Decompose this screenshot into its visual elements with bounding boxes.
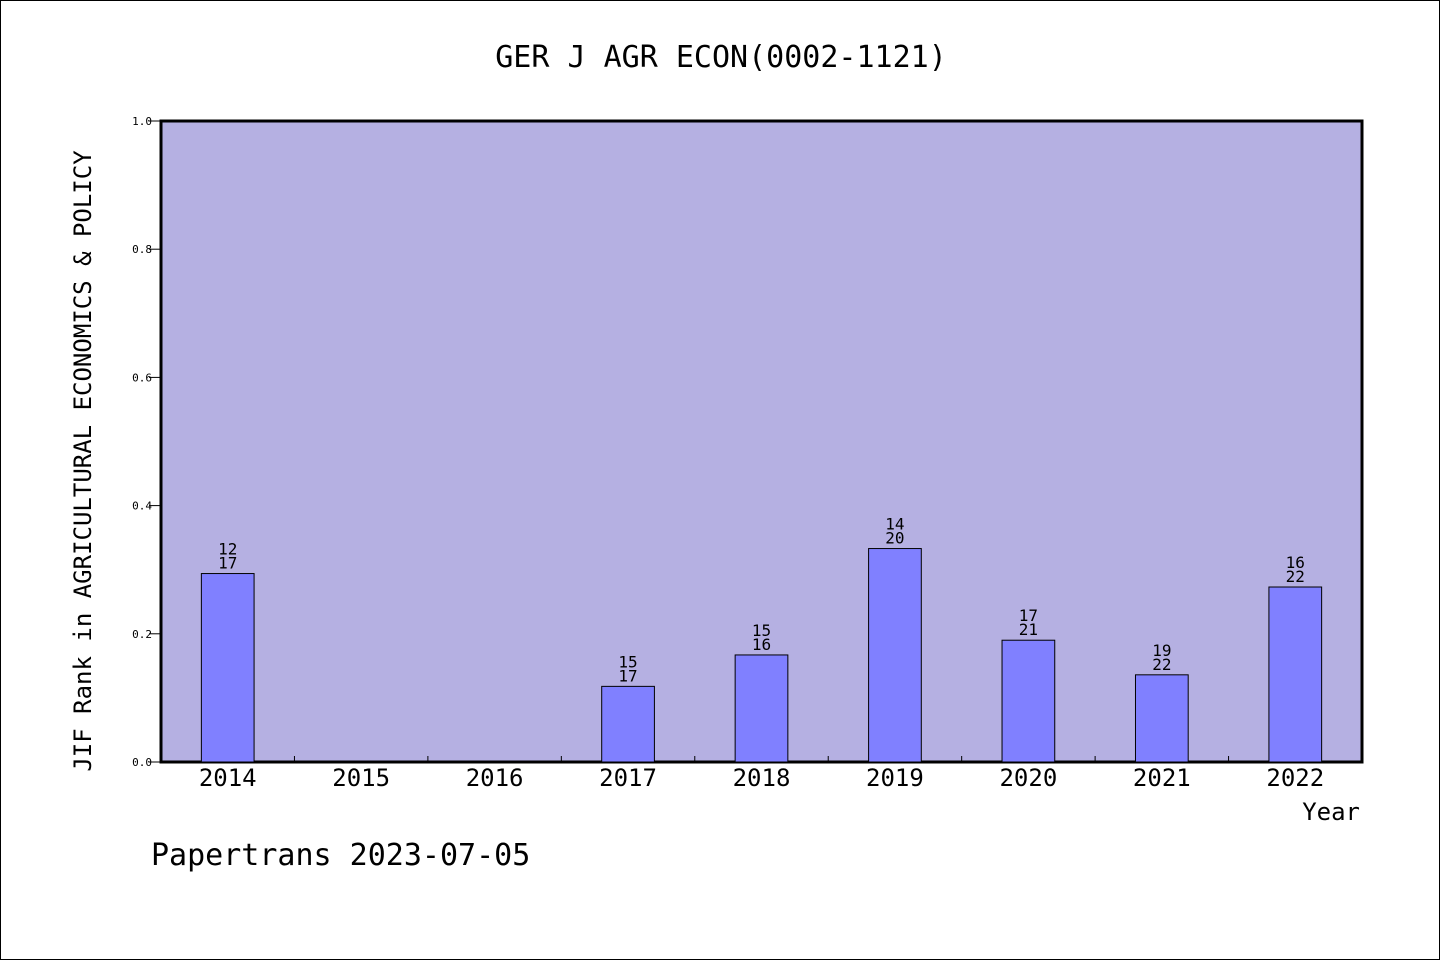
bar-rank-label: 14 <box>885 515 904 534</box>
x-axis-ticks: 2014 2015 2016 2017 2018 2019 2020 2021 2022 <box>199 756 1324 792</box>
bar-total-label: 16 <box>752 635 771 654</box>
bar-total-label: 21 <box>1019 620 1038 639</box>
bar-2020 <box>1001 639 1056 763</box>
bar-rank-label: 15 <box>752 621 771 640</box>
bar-rank-label: 19 <box>1152 641 1171 660</box>
x-tick-label: 2014 <box>199 764 257 792</box>
bar-2018 <box>734 654 789 763</box>
bar-rank-label: 15 <box>618 652 637 671</box>
x-tick-label: 2017 <box>599 764 657 792</box>
x-axis-label: Year <box>1302 798 1360 826</box>
y-tick-label: 0.8 <box>132 243 152 256</box>
x-tick-label: 2021 <box>1133 764 1191 792</box>
y-tick-label: 0.4 <box>132 500 152 513</box>
bar-rank-label: 17 <box>1019 606 1038 625</box>
x-tick-label: 2015 <box>332 764 390 792</box>
bar-total-label: 17 <box>218 554 237 573</box>
bar-total-label: 22 <box>1286 567 1305 586</box>
bar-total-label: 17 <box>618 666 637 685</box>
y-tick-label: 0.0 <box>132 756 152 769</box>
bar-rank-label: 12 <box>218 540 237 559</box>
bar-2014 <box>200 573 255 763</box>
footer-text: Papertrans 2023-07-05 <box>151 838 530 873</box>
bar-2021 <box>1134 674 1189 763</box>
y-tick-label: 0.6 <box>132 371 152 384</box>
bar-total-label: 22 <box>1152 655 1171 674</box>
x-tick-label: 2018 <box>733 764 791 792</box>
bar-2022 <box>1268 586 1323 763</box>
x-tick-label: 2022 <box>1266 764 1324 792</box>
y-axis-ticks: 0.0 0.2 0.4 0.6 0.8 1.0 <box>132 115 161 769</box>
y-tick-label: 1.0 <box>132 115 152 128</box>
y-axis-label: JIF Rank in AGRICULTURAL ECONOMICS & POL… <box>69 150 97 772</box>
chart-title: GER J AGR ECON(0002-1121) <box>495 40 947 75</box>
bar-total-label: 20 <box>885 529 904 548</box>
x-tick-label: 2016 <box>466 764 524 792</box>
y-tick-label: 0.2 <box>132 628 152 641</box>
bar-2017 <box>601 685 655 763</box>
x-tick-label: 2020 <box>999 764 1057 792</box>
bar-2019 <box>868 548 922 763</box>
bar-rank-label: 16 <box>1286 553 1305 572</box>
x-tick-label: 2019 <box>866 764 924 792</box>
